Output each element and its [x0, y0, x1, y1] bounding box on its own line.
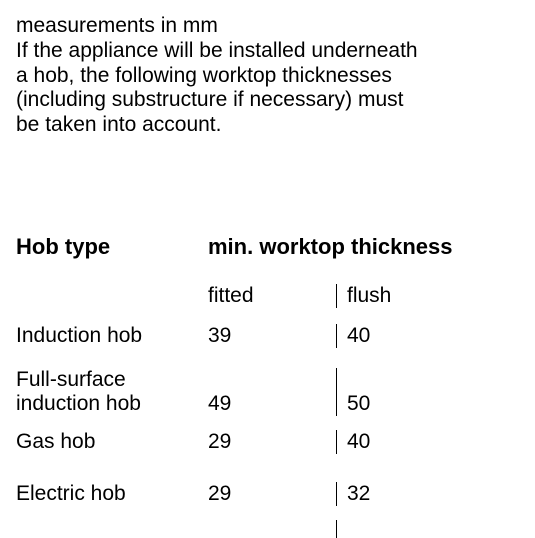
tail-line: [336, 520, 337, 538]
intro-line: a hob, the following worktop thicknesses: [16, 64, 519, 89]
table-row: Induction hob 39 40: [16, 318, 519, 362]
row-label-text: Full-surfaceinduction hob: [16, 368, 141, 415]
row-fitted: 29: [208, 430, 336, 454]
row-label: Electric hob: [16, 482, 208, 506]
row-flush: 50: [336, 368, 519, 416]
page: measurements in mm If the appliance will…: [0, 0, 535, 538]
intro-line: be taken into account.: [16, 113, 519, 138]
sub-headers: fitted flush: [16, 284, 519, 308]
row-label: Gas hob: [16, 430, 208, 454]
row-flush: 40: [336, 324, 519, 348]
tail-spacer: [16, 520, 336, 538]
table-rows: Induction hob 39 40 Full-surfaceinductio…: [16, 318, 519, 520]
intro-line: measurements in mm: [16, 14, 519, 39]
divider-tail: [16, 520, 519, 538]
intro-text: measurements in mm If the appliance will…: [16, 14, 519, 138]
table-headers: Hob type min. worktop thickness: [16, 234, 519, 260]
header-min-thickness: min. worktop thickness: [208, 234, 519, 260]
table-row: Electric hob 29 32: [16, 468, 519, 520]
row-flush: 40: [336, 430, 519, 454]
intro-line: If the appliance will be installed under…: [16, 39, 519, 64]
subheader-fitted: fitted: [208, 284, 336, 308]
subheader-spacer: [16, 284, 208, 308]
table-row: Full-surfaceinduction hob 49 50: [16, 362, 519, 424]
row-flush: 32: [336, 482, 519, 506]
row-fitted: 49: [208, 368, 336, 416]
row-label: Full-surfaceinduction hob: [16, 368, 208, 416]
header-hob-type: Hob type: [16, 234, 208, 260]
row-fitted: 39: [208, 324, 336, 348]
table-row: Gas hob 29 40: [16, 424, 519, 468]
row-fitted: 29: [208, 482, 336, 506]
subheader-flush: flush: [336, 284, 519, 308]
row-label: Induction hob: [16, 324, 208, 348]
intro-line: (including substructure if necessary) mu…: [16, 88, 519, 113]
